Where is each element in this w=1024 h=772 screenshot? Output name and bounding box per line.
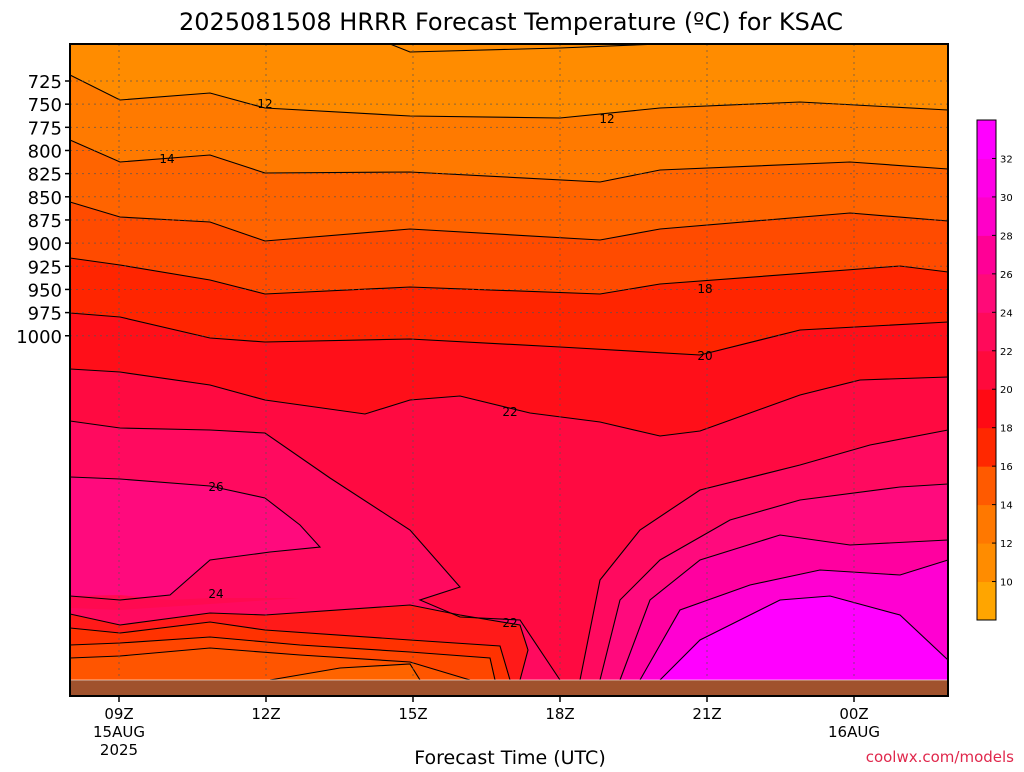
contour-label: 12 — [599, 112, 614, 126]
colorbar-swatch — [977, 350, 996, 390]
x-axis-label: Forecast Time (UTC) — [414, 747, 605, 768]
contour-line — [69, 74, 949, 119]
y-tick-label: 900 — [28, 234, 62, 255]
colorbar-label: 30 — [1000, 193, 1013, 204]
x-tick-date: 16AUG — [828, 723, 880, 741]
colorbar-label: 14 — [1000, 501, 1013, 512]
band-27c — [70, 477, 320, 600]
x-tick-label: 21Z — [692, 705, 721, 723]
contour-label: 14 — [159, 152, 174, 166]
contour-line — [579, 429, 949, 681]
colorbar-label: 26 — [1000, 270, 1013, 281]
contour-label: 18 — [697, 282, 712, 296]
colorbar-swatch — [977, 504, 996, 544]
y-tick-label: 800 — [28, 141, 62, 162]
colorbar-swatch — [977, 312, 996, 352]
colorbar-frame — [976, 119, 997, 621]
contour-line — [69, 139, 949, 183]
contour-line — [619, 534, 949, 681]
x-tick-date: 15AUG — [93, 723, 145, 741]
contour-line — [69, 368, 949, 437]
contour-line — [69, 604, 529, 681]
colorbar-swatch — [977, 120, 996, 159]
colorbar-label: 18 — [1000, 424, 1013, 435]
contour-line — [69, 257, 949, 295]
chart-title: 2025081508 HRRR Forecast Temperature (ºC… — [179, 8, 843, 36]
colorbar-label: 28 — [1000, 231, 1013, 242]
y-tick-label: 975 — [28, 304, 62, 325]
contour-label: 26 — [208, 480, 223, 494]
colorbar-swatch — [977, 427, 996, 467]
colorbar-swatch — [977, 543, 996, 583]
colorbar-swatch — [977, 389, 996, 429]
x-tick-label: 09Z — [104, 705, 133, 723]
band-33c-right — [660, 596, 948, 680]
contour-label: 22 — [502, 616, 517, 630]
y-tick-label: 775 — [28, 118, 62, 139]
colorbar-label: 20 — [1000, 385, 1013, 396]
contour-labels: 12 12 14 18 20 22 26 24 22 — [159, 97, 712, 630]
contour-line — [599, 483, 949, 681]
colorbar: 10 12 14 16 18 20 22 24 26 28 30 32 — [976, 119, 1013, 621]
contour-line — [69, 476, 266, 499]
plot-area: 12 12 14 18 20 22 26 24 22 — [69, 43, 949, 697]
y-tick-label: 725 — [28, 72, 62, 93]
x-tick-label: 15Z — [398, 705, 427, 723]
contour-line — [69, 312, 949, 356]
contour-lines — [69, 43, 949, 681]
colorbar-swatch — [977, 273, 996, 313]
grid — [70, 44, 948, 680]
contour-line — [389, 43, 661, 53]
y-tick-label: 950 — [28, 280, 62, 301]
y-tick-label: 925 — [28, 257, 62, 278]
contour-line — [69, 647, 471, 681]
contour-line — [269, 663, 421, 681]
contour-line — [69, 636, 496, 681]
contour-line — [659, 595, 949, 681]
contour-line — [639, 559, 949, 681]
x-tick-label: 00Z — [839, 705, 868, 723]
credit-text: coolwx.com/models — [866, 748, 1014, 766]
y-tick-label: 825 — [28, 165, 62, 186]
contour-line — [69, 621, 511, 681]
y-tick-label: 850 — [28, 188, 62, 209]
colorbar-swatch — [977, 196, 996, 236]
colorbar-label: 32 — [1000, 154, 1013, 165]
colorbar-label: 12 — [1000, 539, 1013, 550]
band-15c-low — [270, 664, 420, 680]
colorbar-label: 10 — [1000, 578, 1013, 589]
x-tick-label: 12Z — [251, 705, 280, 723]
y-tick-label: 875 — [28, 211, 62, 232]
contour-label: 22 — [502, 405, 517, 419]
x-tick-year: 2025 — [100, 741, 138, 759]
colorbar-swatch — [977, 158, 996, 198]
contour-label: 24 — [208, 587, 223, 601]
colorbar-label: 16 — [1000, 462, 1013, 473]
contour-line — [69, 497, 322, 601]
y-tick-label: 750 — [28, 95, 62, 116]
colorbar-label: 22 — [1000, 347, 1013, 358]
colorbar-swatch — [977, 581, 996, 621]
contour-label: 20 — [697, 349, 712, 363]
plot-frame — [69, 43, 949, 697]
contour-line — [69, 201, 949, 242]
colorbar-swatch — [977, 235, 996, 275]
y-tick-label: 1000 — [16, 327, 62, 348]
terrain-ground — [70, 680, 948, 696]
contour-label: 12 — [257, 97, 272, 111]
x-tick-label: 18Z — [545, 705, 574, 723]
colorbar-swatch — [977, 466, 996, 506]
colorbar-label: 24 — [1000, 308, 1013, 319]
